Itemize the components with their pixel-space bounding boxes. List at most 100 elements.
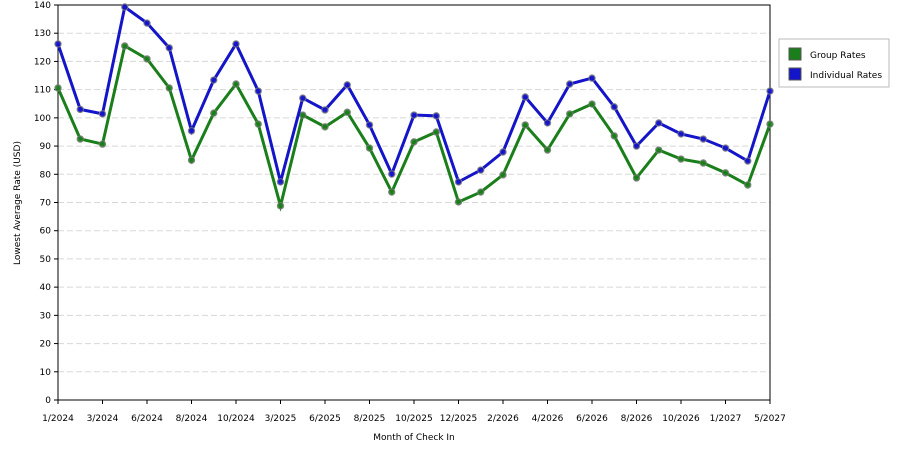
data-point: [187, 156, 196, 164]
x-tick-label: 6/2025: [309, 414, 341, 424]
y-tick-label: 100: [34, 114, 51, 124]
data-point: [744, 181, 752, 189]
data-point: [744, 157, 752, 165]
x-tick-label: 4/2026: [532, 414, 564, 424]
data-point: [165, 44, 173, 52]
data-point: [299, 94, 307, 102]
data-point: [343, 81, 351, 89]
data-point: [254, 120, 262, 128]
data-point: [276, 202, 285, 210]
data-point: [655, 146, 663, 154]
data-point: [165, 84, 173, 92]
data-point: [321, 123, 329, 131]
data-point: [721, 144, 730, 152]
data-point: [566, 110, 574, 118]
x-tick-label: 6/2026: [576, 414, 608, 424]
x-axis-title: Month of Check In: [373, 433, 455, 443]
data-point: [454, 178, 463, 186]
data-point: [210, 76, 218, 84]
data-point: [677, 130, 685, 138]
data-point: [98, 110, 107, 118]
data-point: [143, 19, 151, 27]
data-point: [677, 155, 685, 163]
data-point: [432, 128, 440, 136]
y-axis-title: Lowest Average Rate (USD): [13, 141, 23, 265]
data-point: [187, 127, 196, 135]
data-point: [766, 87, 774, 95]
data-point: [499, 171, 507, 179]
y-tick-label: 80: [40, 170, 52, 180]
data-point: [632, 142, 641, 150]
data-point: [699, 135, 707, 143]
x-tick-label: 3/2025: [265, 414, 297, 424]
data-point: [477, 166, 485, 174]
x-tick-label: 8/2026: [621, 414, 653, 424]
x-tick-label: 12/2025: [440, 414, 477, 424]
data-point: [54, 40, 62, 48]
y-tick-label: 140: [34, 1, 51, 11]
data-point: [143, 55, 151, 63]
data-point: [655, 119, 663, 127]
data-point: [232, 40, 240, 48]
data-point: [54, 84, 62, 92]
y-tick-label: 120: [34, 57, 51, 67]
x-tick-label: 1/2027: [710, 414, 742, 424]
data-point: [632, 174, 641, 182]
x-tick-label: 10/2025: [395, 414, 432, 424]
data-point: [232, 80, 240, 88]
data-point: [588, 74, 596, 82]
data-point: [521, 121, 529, 129]
x-tick-label: 8/2025: [354, 414, 386, 424]
data-point: [610, 132, 618, 140]
y-tick-label: 60: [40, 227, 52, 237]
y-tick-label: 20: [40, 340, 52, 350]
data-point: [721, 169, 730, 177]
y-tick-label: 10: [40, 368, 52, 378]
data-point: [388, 170, 396, 178]
data-point: [76, 135, 84, 143]
y-tick-label: 70: [40, 199, 52, 209]
x-tick-label: 5/2027: [754, 414, 786, 424]
data-point: [610, 103, 618, 111]
y-tick-label: 30: [40, 311, 52, 321]
x-tick-label: 3/2024: [87, 414, 119, 424]
y-tick-label: 40: [40, 283, 52, 293]
data-point: [499, 148, 507, 156]
y-tick-label: 130: [34, 29, 51, 39]
data-point: [254, 87, 262, 95]
y-tick-label: 50: [40, 255, 52, 265]
data-point: [543, 119, 552, 127]
data-point: [432, 112, 440, 120]
data-point: [588, 100, 596, 108]
x-tick-label: 8/2024: [176, 414, 208, 424]
data-point: [521, 93, 529, 101]
data-point: [365, 121, 374, 129]
data-point: [76, 105, 84, 114]
data-point: [543, 146, 552, 154]
legend-swatch: [788, 67, 802, 81]
data-point: [410, 111, 418, 119]
x-tick-label: 10/2024: [217, 414, 255, 424]
data-point: [121, 3, 129, 11]
data-point: [276, 178, 285, 186]
data-point: [121, 42, 129, 50]
data-point: [321, 106, 329, 114]
data-point: [365, 144, 374, 152]
data-point: [566, 80, 574, 88]
data-point: [477, 188, 485, 196]
data-point: [210, 109, 218, 117]
data-point: [410, 138, 418, 146]
legend-swatch: [788, 47, 802, 61]
y-tick-label: 110: [34, 86, 51, 96]
data-point: [699, 159, 707, 167]
data-point: [766, 120, 774, 128]
data-point: [98, 140, 107, 148]
data-point: [343, 108, 351, 116]
x-tick-label: 2/2026: [487, 414, 519, 424]
x-tick-label: 10/2026: [662, 414, 700, 424]
y-tick-label: 0: [45, 396, 51, 406]
data-point: [299, 111, 307, 119]
data-point: [388, 188, 396, 196]
legend-label: Individual Rates: [810, 71, 882, 81]
